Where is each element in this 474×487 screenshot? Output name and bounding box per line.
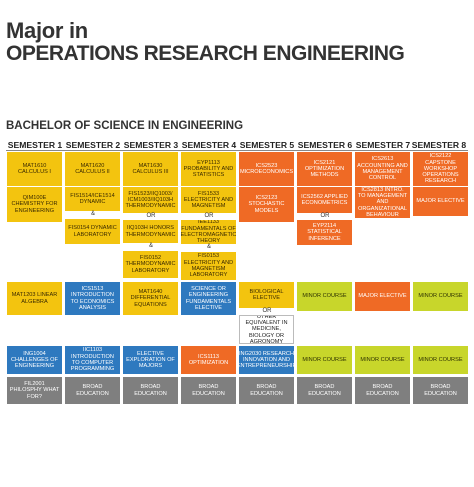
course-eyp1113: EYP1113 PROBABILITY AND STATISTICS bbox=[181, 152, 236, 186]
course-broad-education: BROAD EDUCATION bbox=[65, 377, 120, 404]
course-minor: MINOR COURSE bbox=[413, 282, 468, 311]
course-mat1620: MAT1620 CALCULUS II bbox=[65, 152, 120, 186]
course-fis1523: FIS1523/IIQ1003/ ICM1003/IIQ103H THERMOD… bbox=[123, 187, 178, 213]
course-fis1514: FIS1514/ICE1514 DYNAMIC bbox=[65, 187, 120, 211]
course-broad-education: BROAD EDUCATION bbox=[297, 377, 352, 404]
course-fis0153: FIS0153 ELECTRICITY AND MAGNETISM LABORA… bbox=[181, 252, 236, 280]
semester-7-header: SEMESTER 7 bbox=[355, 140, 411, 150]
course-minor: MINOR COURSE bbox=[413, 346, 468, 374]
subtitle: BACHELOR OF SCIENCE IN ENGINEERING bbox=[6, 120, 244, 132]
course-fis0154: FIS0154 DYNAMIC LABORATORY bbox=[65, 219, 120, 244]
semester-1-header: SEMESTER 1 bbox=[7, 140, 63, 150]
course-ics2562: ICS2562 APPLIED ECONOMETRICS bbox=[297, 187, 352, 213]
semester-5-header: SEMESTER 5 bbox=[239, 140, 295, 150]
course-ics2613: ICS2613 ACCOUNTING AND MANAGEMENT CONTRO… bbox=[355, 152, 410, 186]
semester-3-header: SEMESTER 3 bbox=[123, 140, 179, 150]
course-ics2813: ICS2813 INTRO. TO MANAGEMENT AND ORGANIZ… bbox=[355, 187, 410, 218]
course-qim100e: QIM100E CHEMISTRY FOR ENGINEERING bbox=[7, 187, 62, 222]
semester-4-header: SEMESTER 4 bbox=[181, 140, 237, 150]
course-broad-education: BROAD EDUCATION bbox=[123, 377, 178, 404]
course-major-elective: MAJOR ELECTIVE bbox=[355, 282, 410, 311]
course-iee1133: IEE1133 FUNDAMENTALS OF ELECTROMAGNETIC … bbox=[181, 220, 236, 244]
course-mat1203: MAT1203 LINEAR ALGEBRA bbox=[7, 282, 62, 315]
course-ics2523: ICS2523 MICROECONOMICS bbox=[239, 152, 294, 186]
course-elective-exploration: ELECTIVE EXPLORATION OF MAJORS bbox=[123, 346, 178, 374]
and-connector: & bbox=[206, 244, 211, 250]
course-eyp2114: EYP2114 STATISTICAL INFERENCE bbox=[297, 220, 352, 245]
course-science-engineering-elective: SCIENCE OR ENGINEERING FUNDAMENTALS ELEC… bbox=[181, 282, 236, 315]
course-iic1103: IIC1103 INTRODUCTION TO COMPUTER PROGRAM… bbox=[65, 346, 120, 374]
course-broad-education: BROAD EDUCATION bbox=[181, 377, 236, 404]
or-connector: OR bbox=[320, 213, 330, 219]
semester-2-header: SEMESTER 2 bbox=[65, 140, 121, 150]
course-ing2030: ING2030 RESEARCH INNOVATION AND ENTREPRE… bbox=[239, 346, 294, 374]
course-mat1610: MAT1610 CALCULUS I bbox=[7, 152, 62, 186]
title-line1: Major in bbox=[6, 18, 88, 43]
course-ing1004: ING1004 CHALLENGES OF ENGINEERING bbox=[7, 346, 62, 374]
or-connector: OR bbox=[204, 213, 214, 219]
course-mat1640: MAT1640 DIFFERENTIAL EQUATIONS bbox=[123, 282, 178, 315]
course-broad-education: BROAD EDUCATION bbox=[355, 377, 410, 404]
course-other-equivalent: OTHER EQUIVALENT IN MEDICINE, BIOLOGY OR… bbox=[239, 315, 294, 344]
and-connector: & bbox=[148, 243, 153, 249]
course-ics2123: ICS2123 STOCHASTIC MODELS bbox=[239, 187, 294, 222]
course-ics2122: ICS2122 CAPSTONE WORKSHOP OPERATIONS RES… bbox=[413, 152, 468, 186]
course-fis0152: FIS0152 THERMODYNAMIC LABORATORY bbox=[123, 251, 178, 278]
course-major-elective: MAJOR ELECTIVE bbox=[413, 187, 468, 216]
course-minor: MINOR COURSE bbox=[297, 346, 352, 374]
or-connector: OR bbox=[262, 308, 272, 314]
course-fis1533: FIS1533 ELECTRICITY AND MAGNETISM bbox=[181, 187, 236, 213]
course-minor: MINOR COURSE bbox=[355, 346, 410, 374]
course-ics1513: ICS1513 INTRODUCTION TO ECONOMICS ANALYS… bbox=[65, 282, 120, 315]
course-ics2121: ICS2121 OPTIMIZATION METHODS bbox=[297, 152, 352, 186]
semester-6-header: SEMESTER 6 bbox=[297, 140, 353, 150]
and-connector: & bbox=[90, 211, 95, 217]
course-biological-elective: BIOLOGICAL ELECTIVE bbox=[239, 282, 294, 308]
course-fil2001: FIL2001 PHILOSPHY WHAT FOR? bbox=[7, 377, 62, 404]
course-iiq103h: IIQ103H HONORS THERMODYNAMIC bbox=[123, 220, 178, 243]
title-line2: OPERATIONS RESEARCH ENGINEERING bbox=[6, 42, 405, 65]
course-minor: MINOR COURSE bbox=[297, 282, 352, 311]
or-connector: OR bbox=[146, 213, 156, 219]
course-mat1630: MAT1630 CALCULUS III bbox=[123, 152, 178, 186]
course-ics1113: ICS1113 OPTIMIZATION bbox=[181, 346, 236, 374]
header-divider bbox=[6, 150, 468, 151]
course-broad-education: BROAD EDUCATION bbox=[239, 377, 294, 404]
course-broad-education: BROAD EDUCATION bbox=[413, 377, 468, 404]
semester-8-header: SEMESTER 8 bbox=[411, 140, 467, 150]
